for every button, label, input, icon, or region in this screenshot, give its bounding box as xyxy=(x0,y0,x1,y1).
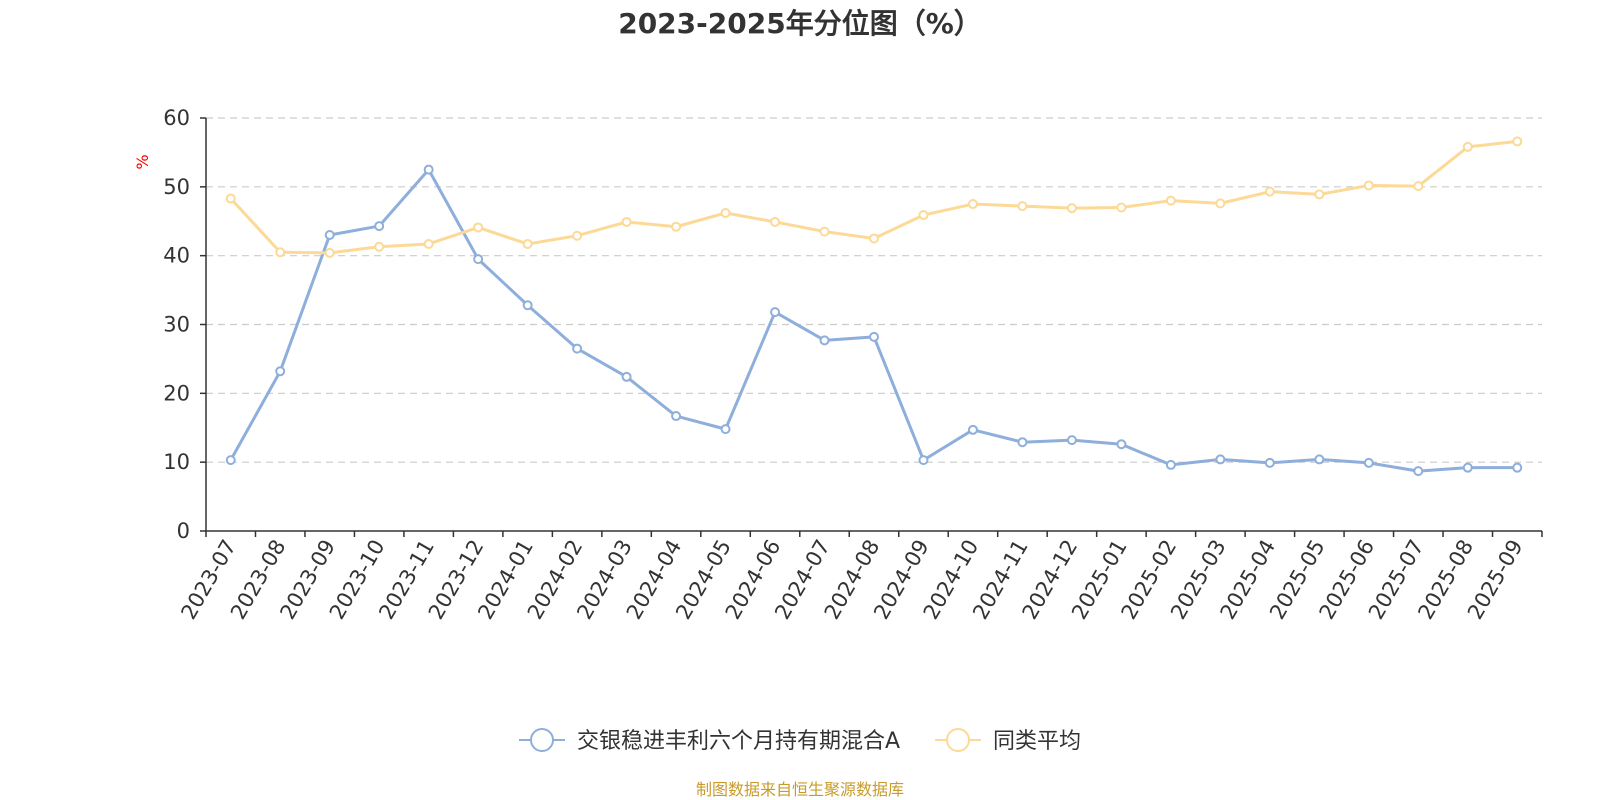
data-point xyxy=(1165,195,1176,206)
data-point xyxy=(275,247,286,258)
data-point xyxy=(1264,186,1275,197)
data-point xyxy=(225,455,236,466)
data-point xyxy=(1512,462,1523,473)
data-point xyxy=(572,343,583,354)
legend-marker-icon xyxy=(946,728,970,752)
y-axis-unit-label: % xyxy=(133,154,152,169)
data-point xyxy=(1314,189,1325,200)
legend[interactable]: 交银稳进丰利六个月持有期混合A 同类平均 xyxy=(519,728,1081,754)
data-point xyxy=(770,307,781,318)
data-point xyxy=(1413,466,1424,477)
data-point xyxy=(967,199,978,210)
data-source-note: 制图数据来自恒生聚源数据库 xyxy=(695,780,904,799)
data-point xyxy=(1314,454,1325,465)
data-point xyxy=(621,216,632,227)
data-point xyxy=(918,210,929,221)
y-tick-label: 10 xyxy=(163,450,190,474)
data-point xyxy=(720,424,731,435)
legend-label: 同类平均 xyxy=(993,729,1081,754)
data-point xyxy=(1066,203,1077,214)
axes xyxy=(205,118,1543,537)
data-point xyxy=(423,164,434,175)
data-point xyxy=(1116,439,1127,450)
data-point xyxy=(225,193,236,204)
data-point xyxy=(671,411,682,422)
data-point xyxy=(1116,202,1127,213)
data-point xyxy=(275,366,286,377)
legend-label: 交银稳进丰利六个月持有期混合A xyxy=(577,729,900,754)
data-point xyxy=(374,221,385,232)
data-point xyxy=(1066,435,1077,446)
x-tick-labels: 2023-072023-082023-092023-102023-112023-… xyxy=(176,535,1527,623)
y-tick-label: 60 xyxy=(163,106,190,130)
data-point xyxy=(1462,141,1473,152)
data-point xyxy=(967,424,978,435)
legend-item-1[interactable]: 交银稳进丰利六个月持有期混合A xyxy=(519,728,900,754)
legend-marker-icon xyxy=(530,728,554,752)
data-point xyxy=(1462,462,1473,473)
data-point xyxy=(1363,180,1374,191)
data-point xyxy=(1413,181,1424,192)
data-point xyxy=(918,455,929,466)
series-1 xyxy=(225,164,1523,477)
gridlines xyxy=(200,117,1542,532)
data-point xyxy=(473,222,484,233)
data-point xyxy=(1215,454,1226,465)
chart-title: 2023-2025年分位图（%） xyxy=(618,7,982,40)
data-point xyxy=(324,247,335,258)
line-chart: % 0 10 20 30 40 50 60 2023-072023-082023-09202… xyxy=(133,106,1543,754)
y-tick-label: 20 xyxy=(163,381,190,405)
data-point xyxy=(522,238,533,249)
series-lines xyxy=(225,136,1523,477)
y-tick-label: 50 xyxy=(163,175,190,199)
data-point xyxy=(671,221,682,232)
y-tick-labels: 0 10 20 30 40 50 60 xyxy=(163,106,190,543)
data-point xyxy=(621,371,632,382)
y-tick-label: 0 xyxy=(177,519,190,543)
legend-item-2[interactable]: 同类平均 xyxy=(935,728,1081,754)
data-point xyxy=(1165,459,1176,470)
data-point xyxy=(473,254,484,265)
y-tick-label: 30 xyxy=(163,313,190,337)
data-point xyxy=(1017,201,1028,212)
data-point xyxy=(1363,457,1374,468)
data-point xyxy=(522,300,533,311)
data-point xyxy=(572,230,583,241)
data-point xyxy=(1215,198,1226,209)
data-point xyxy=(770,216,781,227)
series-2 xyxy=(225,136,1523,258)
data-point xyxy=(819,335,830,346)
data-point xyxy=(1017,437,1028,448)
data-point xyxy=(869,331,879,342)
y-tick-label: 40 xyxy=(163,244,190,268)
data-point xyxy=(819,226,830,237)
data-point xyxy=(869,233,879,244)
data-point xyxy=(324,230,335,241)
data-point xyxy=(423,238,434,249)
data-point xyxy=(1512,136,1523,147)
data-point xyxy=(1264,457,1275,468)
data-point xyxy=(374,241,385,252)
series-line xyxy=(229,168,1519,473)
data-point xyxy=(720,207,731,218)
